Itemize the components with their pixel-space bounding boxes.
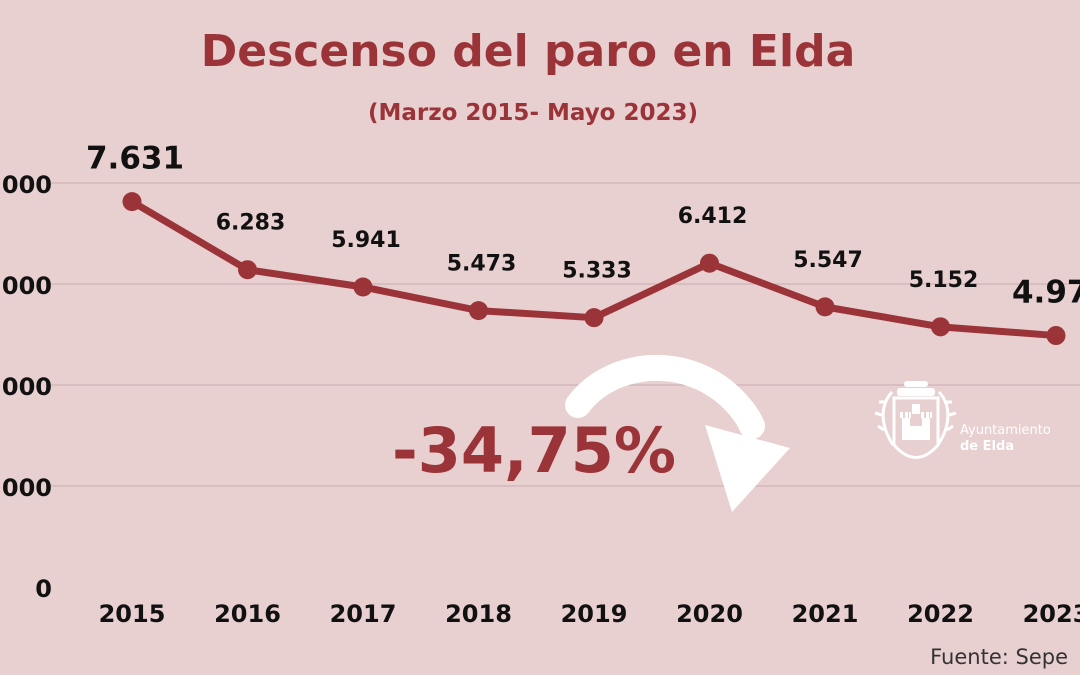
x-tick-label: 2017 [330,600,397,628]
data-point [584,308,604,328]
data-point [353,277,373,297]
data-labels: 7.631 6.283 5.941 5.473 5.333 6.412 5.547 5.152… [86,141,1080,311]
x-tick-label: 2015 [99,600,166,628]
x-tick-label: 2022 [907,600,974,628]
data-label: 5.333 [562,259,632,284]
y-tick-label: 0 [35,575,52,603]
logo-line2: de Elda [960,439,1014,454]
y-axis: 0 2.000 4.000 6.000 8.000 [0,171,52,603]
data-label: 6.412 [678,204,748,229]
series [122,192,1066,346]
x-tick-label: 2021 [792,600,859,628]
chart-subtitle: (Marzo 2015- Mayo 2023) [368,100,698,126]
logo-line1: Ayuntamiento [960,423,1051,438]
data-point [469,301,488,321]
y-tick-label: 8.000 [0,171,52,199]
x-tick-label: 2016 [214,600,281,628]
data-point [700,253,719,273]
y-tick-label: 4.000 [0,373,52,401]
source-note: Fuente: Sepe [930,645,1068,669]
y-tick-label: 2.000 [0,474,52,502]
data-point [815,297,835,317]
data-point [931,317,950,337]
x-tick-label: 2020 [676,600,743,628]
data-point [238,260,257,280]
data-label: 5.547 [793,248,863,273]
data-point [122,192,142,212]
data-label: 6.283 [216,211,286,236]
city-logo: Ayuntamiento de Elda [874,381,1051,459]
data-label: 5.941 [331,228,401,253]
chart-title: Descenso del paro en Elda [201,26,856,77]
data-label: 4.979 [1012,275,1080,311]
data-point [1046,326,1066,346]
x-tick-label: 2019 [561,600,628,628]
data-label: 5.152 [909,268,979,293]
x-tick-label: 2023 [1023,600,1080,628]
y-tick-label: 6.000 [0,272,52,300]
x-tick-label: 2018 [445,600,512,628]
arrow-icon [565,355,790,512]
data-label: 5.473 [447,252,517,277]
x-axis: 2015 2016 2017 2018 2019 2020 2021 2022 2023 [99,600,1080,628]
percent-annotation: -34,75% [392,414,676,487]
coat-of-arms-icon [874,381,957,459]
data-label: 7.631 [86,141,184,177]
